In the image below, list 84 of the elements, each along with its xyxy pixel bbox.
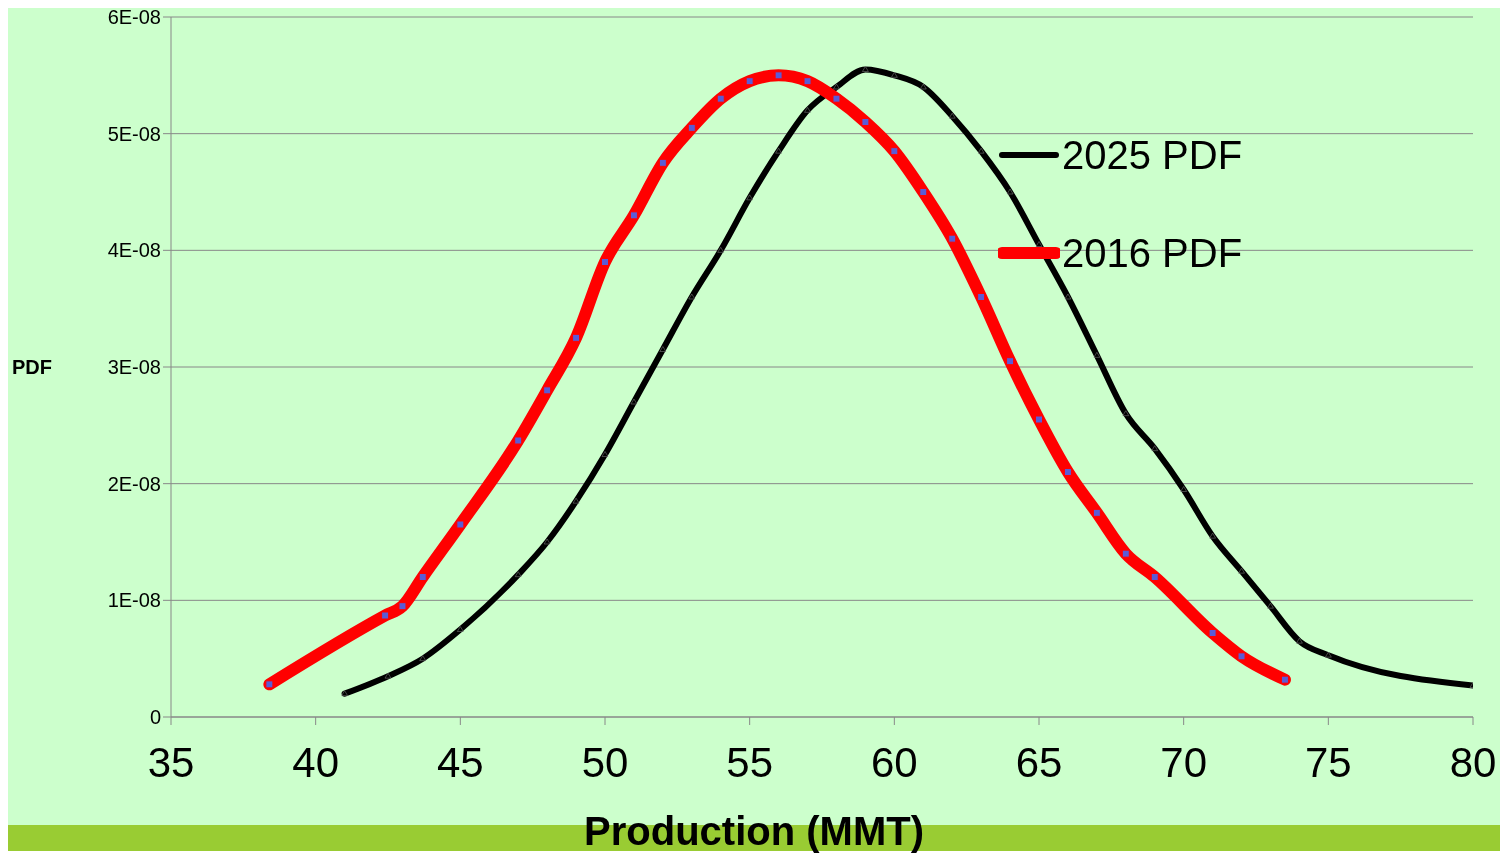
point xyxy=(1209,532,1216,539)
point xyxy=(1122,410,1130,416)
point xyxy=(832,94,841,103)
point xyxy=(920,83,927,90)
point xyxy=(1208,629,1217,637)
point xyxy=(948,234,957,243)
point xyxy=(977,293,986,301)
point xyxy=(745,77,754,86)
point xyxy=(1238,567,1245,574)
point xyxy=(1296,637,1303,644)
point xyxy=(1121,549,1130,558)
point xyxy=(804,107,811,113)
legend-label: 2016 PDF xyxy=(1062,230,1243,276)
point xyxy=(948,112,956,119)
point xyxy=(1151,445,1158,451)
point xyxy=(891,72,898,78)
legend-label: 2025 PDF xyxy=(1062,132,1243,178)
y-tick-label: 1E-08 xyxy=(107,589,161,612)
point xyxy=(398,602,407,611)
point xyxy=(1064,293,1072,300)
point xyxy=(659,346,667,352)
point xyxy=(1092,508,1101,517)
y-tick-label: 5E-08 xyxy=(107,122,161,145)
point xyxy=(1093,352,1101,358)
point xyxy=(977,147,985,154)
point xyxy=(861,118,870,126)
point xyxy=(833,83,840,90)
y-tick-label: 0 xyxy=(149,706,161,729)
point xyxy=(629,211,638,220)
point xyxy=(601,258,609,266)
point xyxy=(803,77,812,86)
point xyxy=(658,158,667,167)
y-axis-title: PDF xyxy=(12,356,52,379)
y-tick-label: 6E-08 xyxy=(107,6,161,29)
point xyxy=(456,520,465,529)
point xyxy=(601,451,609,457)
y-tick-label: 3E-08 xyxy=(107,356,161,379)
point xyxy=(1150,573,1159,581)
point xyxy=(1035,415,1043,424)
point xyxy=(1006,188,1014,195)
point xyxy=(418,573,427,581)
x-tick-label: 45 xyxy=(436,738,484,786)
point xyxy=(381,611,390,620)
x-tick-label: 70 xyxy=(1160,738,1208,786)
point xyxy=(1035,241,1043,247)
point xyxy=(457,626,464,632)
point xyxy=(543,386,552,395)
point xyxy=(746,194,753,201)
point xyxy=(716,94,725,103)
point xyxy=(687,123,696,132)
point xyxy=(543,538,551,545)
point xyxy=(688,293,696,300)
x-tick-label: 40 xyxy=(292,738,340,786)
point xyxy=(1006,357,1015,366)
point xyxy=(890,147,899,156)
point xyxy=(419,655,426,661)
point xyxy=(717,247,724,253)
point xyxy=(774,71,783,80)
x-tick-label: 65 xyxy=(1015,738,1063,786)
point xyxy=(514,571,522,577)
y-tick-label: 2E-08 xyxy=(107,472,161,495)
x-tick-label: 60 xyxy=(870,738,918,786)
point xyxy=(1267,602,1274,609)
point xyxy=(341,690,348,696)
point xyxy=(1063,468,1072,476)
point xyxy=(572,333,581,342)
point xyxy=(1180,486,1187,492)
point xyxy=(514,436,523,445)
x-tick-label: 80 xyxy=(1449,738,1497,786)
point xyxy=(919,188,928,196)
point xyxy=(572,497,580,504)
point xyxy=(1237,652,1246,661)
x-tick-label: 50 xyxy=(581,738,629,786)
point xyxy=(384,672,392,679)
point xyxy=(1280,675,1289,684)
point xyxy=(265,680,274,689)
point xyxy=(630,398,638,405)
x-tick-label: 55 xyxy=(726,738,774,786)
point xyxy=(1325,651,1332,658)
x-tick-label: 75 xyxy=(1304,738,1352,786)
x-tick-label: 35 xyxy=(147,738,195,786)
y-tick-label: 4E-08 xyxy=(107,239,161,262)
point xyxy=(775,147,782,154)
point xyxy=(862,66,869,72)
